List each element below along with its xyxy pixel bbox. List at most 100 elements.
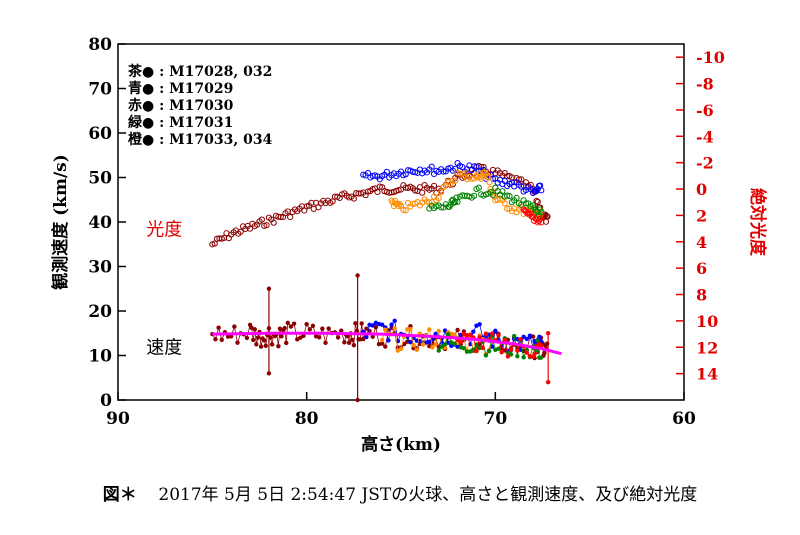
figure-label: 図＊ — [102, 485, 137, 505]
magnitude-point — [437, 204, 445, 211]
velocity-point — [518, 337, 523, 342]
magnitude-point — [538, 219, 545, 226]
magnitude-point — [350, 195, 357, 202]
legend-entry: 橙● : M17033, 034 — [128, 131, 273, 148]
velocity-point — [379, 322, 385, 327]
velocity-point — [477, 322, 482, 327]
legend-entry: 青● : M17029 — [128, 80, 233, 97]
velocity-point — [532, 351, 537, 356]
y2-tick-label: 0 — [696, 180, 707, 199]
velocity-point — [320, 326, 325, 331]
velocity-point — [508, 347, 514, 352]
y-tick-label: 10 — [88, 347, 112, 367]
x-tick-label: 80 — [295, 409, 319, 429]
magnitude-point — [454, 198, 461, 205]
velocity-point — [542, 350, 547, 356]
velocity-point — [304, 322, 309, 327]
velocity-point — [219, 337, 224, 343]
velocity-point — [480, 345, 485, 351]
velocity-point — [471, 329, 476, 334]
y2-tick-label: 12 — [696, 338, 718, 357]
magnitude-point — [481, 169, 488, 176]
x-tick-label: 70 — [483, 409, 507, 429]
magnitude-point — [412, 187, 419, 194]
magnitude-point — [504, 205, 511, 212]
velocity-point — [499, 349, 504, 355]
y2-tick-label: -10 — [696, 48, 725, 67]
magnitude-point — [237, 228, 244, 235]
velocity-point — [235, 340, 240, 345]
y-tick-label: 20 — [88, 302, 112, 322]
velocity-point — [411, 342, 416, 348]
magnitude-point — [270, 219, 277, 226]
velocity-point — [505, 354, 511, 359]
velocity-point — [285, 320, 290, 326]
velocity-point — [496, 346, 501, 351]
magnitude-point — [246, 225, 254, 232]
y-tick-label: 30 — [88, 258, 112, 278]
y2-tick-label: 4 — [696, 233, 707, 252]
magnitude-point — [478, 175, 485, 182]
magnitude-point — [501, 177, 508, 185]
velocity-point — [252, 327, 257, 332]
y2-tick-label: -4 — [696, 127, 714, 146]
velocity-spike-point — [545, 380, 551, 385]
velocity-point — [408, 326, 413, 332]
velocity-point — [527, 333, 533, 338]
velocity-point — [535, 338, 540, 343]
y2-tick-label: -8 — [696, 75, 714, 94]
velocity-point — [361, 336, 366, 342]
velocity-point — [269, 342, 275, 347]
magnitude-point — [364, 188, 372, 195]
velocity-point — [512, 333, 517, 339]
velocity-point — [483, 353, 489, 358]
velocity-point — [282, 325, 287, 331]
velocity-point — [276, 344, 281, 349]
velocity-point — [508, 352, 514, 357]
magnitude-point — [499, 188, 506, 195]
velocity-point — [232, 324, 237, 329]
velocity-point — [263, 343, 268, 349]
magnitude-point — [402, 207, 409, 214]
magnitude-point — [544, 213, 551, 220]
y2-axis-label: 絶対光度 — [747, 188, 768, 257]
velocity-point — [291, 321, 297, 326]
velocity-point — [268, 335, 273, 340]
legend-entry: 赤● : M17030 — [128, 98, 234, 114]
magnitude-point — [383, 168, 390, 175]
velocity-point — [537, 334, 542, 340]
velocity-point — [398, 346, 404, 352]
velocity-point — [436, 328, 441, 334]
velocity-point — [254, 342, 259, 347]
magnitude-point — [450, 199, 458, 206]
y-tick-label: 70 — [88, 80, 112, 100]
velocity-point — [370, 334, 375, 339]
velocity-point — [427, 339, 432, 344]
velocity-fit-line — [212, 331, 562, 356]
magnitude-point — [491, 193, 498, 200]
magnitude-point — [452, 198, 459, 205]
velocity-point — [307, 327, 313, 332]
velocity-spike-point — [266, 371, 272, 376]
velocity-point — [364, 334, 369, 340]
y-tick-label: 40 — [88, 213, 112, 233]
velocity-spike-point — [545, 331, 551, 336]
velocity-point — [467, 332, 473, 338]
figure-title: 2017年 5月 5日 2:54:47 JSTの火球、高さと観測速度、及び絶対光… — [158, 485, 698, 505]
magnitude-point — [538, 209, 545, 216]
velocity-point — [538, 355, 544, 360]
y-tick-label: 80 — [88, 35, 112, 55]
velocity-point — [464, 349, 470, 354]
velocity-point — [452, 341, 457, 346]
velocity-point — [436, 344, 441, 349]
magnitude-point — [504, 192, 511, 199]
velocity-point — [477, 345, 482, 351]
velocity-point — [389, 322, 394, 327]
velocity-point — [392, 326, 397, 331]
y2-tick-label: 6 — [696, 259, 707, 278]
magnitude-point — [428, 163, 435, 170]
velocity-point — [408, 339, 413, 345]
y-tick-label: 0 — [100, 391, 112, 411]
velocity-point — [370, 323, 375, 328]
magnitude-point — [453, 194, 460, 201]
